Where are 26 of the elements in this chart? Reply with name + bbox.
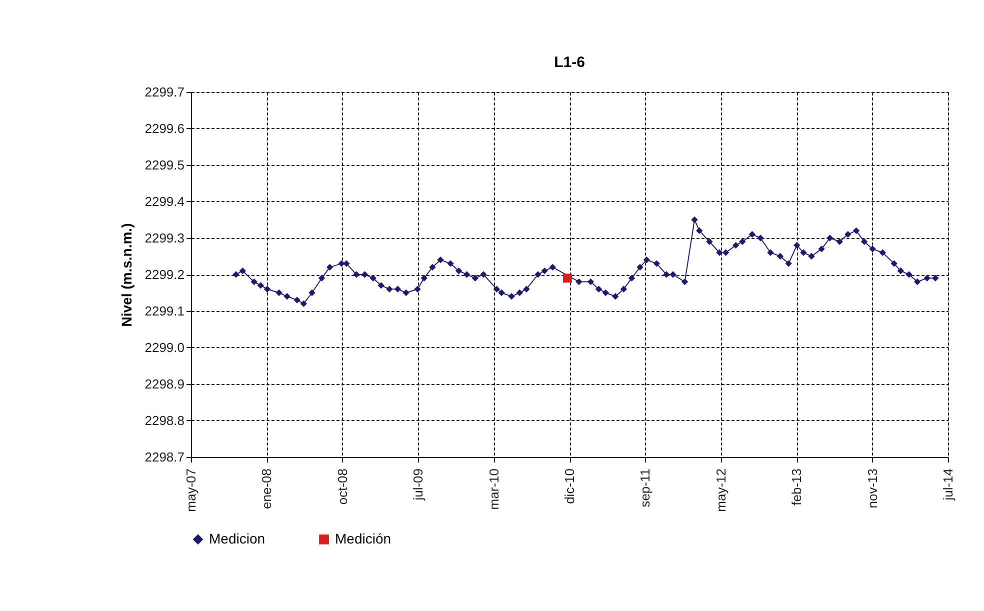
x-tick-label: mar-10 [486, 468, 502, 510]
x-tick-label: nov-13 [864, 468, 880, 508]
x-tick-label: dic-10 [562, 468, 577, 504]
y-tick-label: 2299.1 [144, 304, 184, 318]
y-tick-label: 2298.8 [144, 413, 184, 428]
legend-label: Medición [335, 530, 392, 546]
x-tick-label: jul-09 [410, 468, 426, 502]
y-tick-label: 2298.9 [144, 376, 184, 392]
x-tick-label: may-12 [713, 468, 728, 512]
legend-label: Medicion [209, 530, 266, 546]
y-tick-label: 2299.3 [144, 230, 184, 246]
x-tick-label: may-07 [184, 468, 198, 512]
y-tick-label: 2299.7 [144, 84, 184, 100]
x-tick-label: ene-08 [259, 468, 274, 509]
y-axis-title: Nivel (m.s.n.m.) [118, 223, 135, 327]
x-tick-label: feb-13 [789, 468, 804, 506]
x-tick-label: jul-14 [940, 468, 956, 502]
y-tick-label: 2299.6 [144, 121, 184, 136]
y-tick-label: 2299.5 [144, 158, 184, 172]
y-tick-label: 2299.4 [144, 194, 184, 209]
chart-title: L1-6 [554, 54, 585, 71]
y-tick-label: 2298.7 [144, 450, 184, 464]
y-tick-label: 2299.0 [144, 340, 184, 355]
x-tick-label: oct-08 [334, 468, 350, 505]
x-tick-label: sep-11 [638, 468, 653, 508]
y-tick-label: 2299.2 [144, 267, 184, 282]
